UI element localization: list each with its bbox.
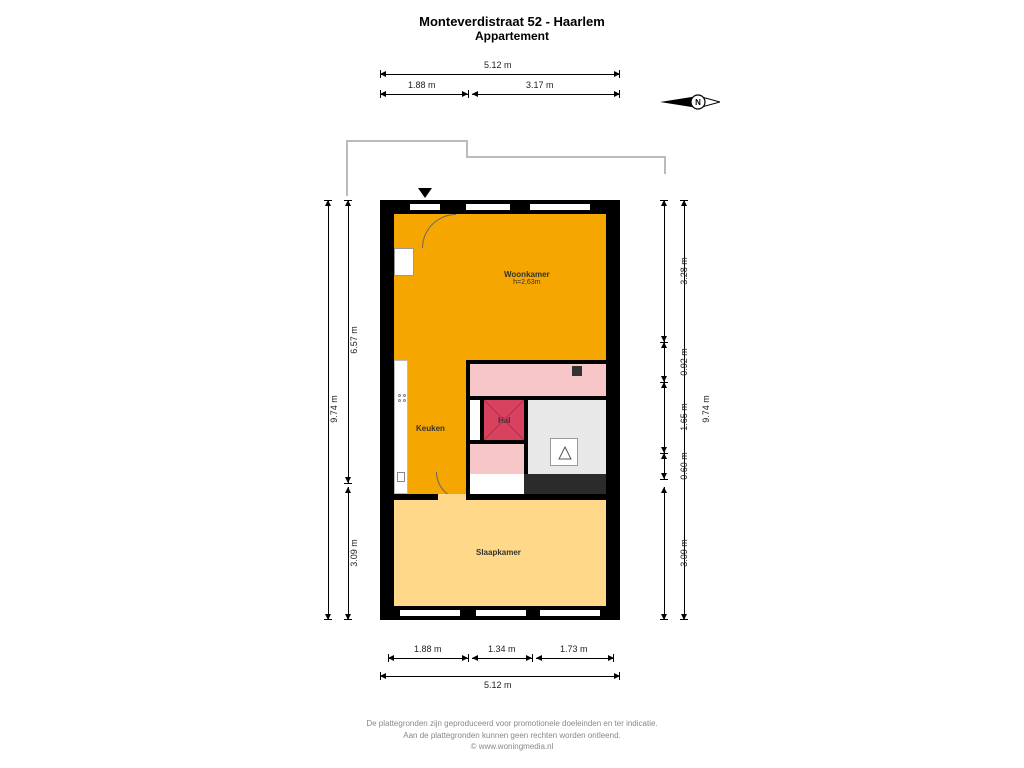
room-bathroom	[470, 360, 606, 398]
stove-icon	[396, 392, 408, 404]
sink-icon	[397, 472, 405, 482]
window-icon	[540, 610, 600, 616]
window-icon	[530, 204, 590, 210]
door-opening	[410, 204, 440, 210]
hal-cross-icon	[484, 400, 524, 440]
address-line: Monteverdistraat 52 - Haarlem	[0, 14, 1024, 29]
footer-line2: Aan de plattegronden kunnen geen rechten…	[0, 730, 1024, 741]
dim-top-total: 5.12 m	[380, 74, 620, 75]
window-icon	[400, 610, 460, 616]
closet-icon	[394, 248, 414, 276]
balcony-edge	[346, 140, 468, 142]
footer-line3: © www.woningmedia.nl	[0, 741, 1024, 752]
keuken-label: Keuken	[416, 424, 445, 433]
window-icon	[476, 610, 526, 616]
fixture-icon	[572, 366, 582, 376]
property-type: Appartement	[0, 29, 1024, 43]
window-icon	[466, 204, 510, 210]
entrance-arrow-icon	[418, 188, 432, 198]
woonkamer-height: h=2,63m	[504, 279, 550, 286]
appliance-icon	[550, 438, 578, 466]
page-title: Monteverdistraat 52 - Haarlem Appartemen…	[0, 14, 1024, 43]
compass-n-label: N	[695, 98, 701, 107]
room-toilet	[470, 442, 524, 474]
disclaimer-footer: De plattegronden zijn geproduceerd voor …	[0, 718, 1024, 752]
woonkamer-label: Woonkamer	[504, 270, 550, 279]
compass-icon: N	[660, 82, 720, 122]
wall-segment	[524, 474, 606, 494]
floor-plan: Woonkamer h=2,63m Keuken Hal	[380, 200, 620, 620]
room-slaapkamer: Slaapkamer	[394, 500, 606, 606]
slaapkamer-label: Slaapkamer	[476, 548, 521, 557]
footer-line1: De plattegronden zijn geproduceerd voor …	[0, 718, 1024, 729]
